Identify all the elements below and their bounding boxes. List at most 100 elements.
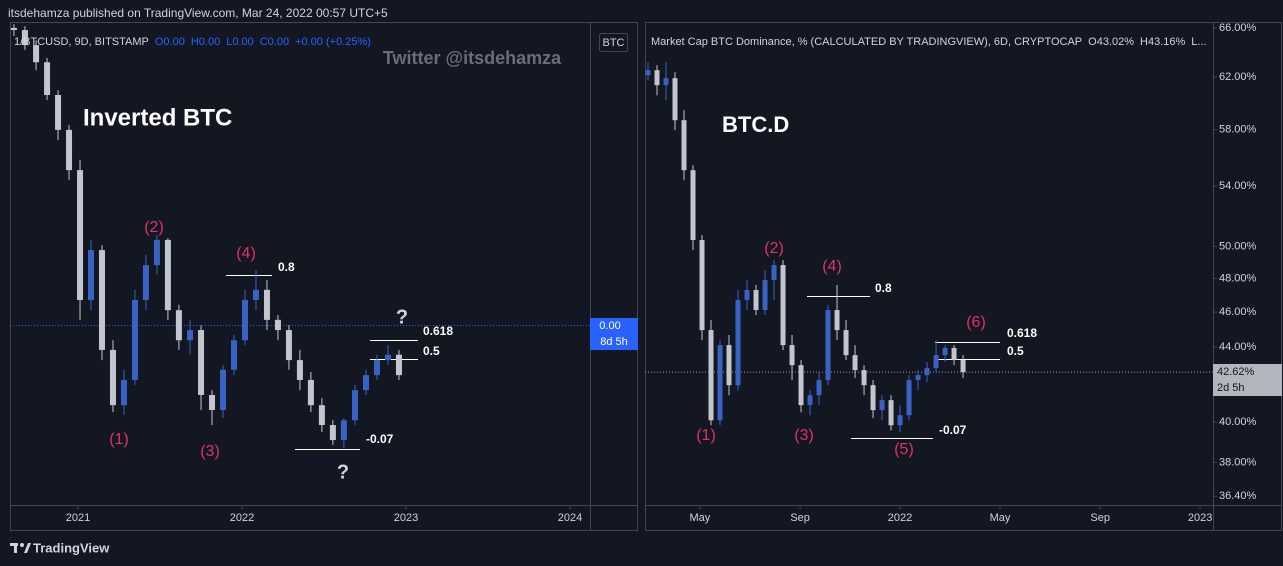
candle-body [726, 345, 732, 386]
candles [645, 62, 966, 433]
candle-body [897, 415, 903, 426]
last-price-tag [590, 318, 638, 350]
candle-body [109, 349, 116, 406]
y-tick-label: 38.00% [1219, 456, 1257, 468]
candle-body [241, 299, 248, 341]
badge: BTC [603, 37, 625, 49]
candle-body [373, 360, 380, 376]
candle-body [263, 289, 270, 320]
chart-title: BTC.D [722, 112, 789, 137]
candle-body [699, 240, 705, 331]
chart-title: Inverted BTC [83, 104, 232, 131]
candle-body [21, 30, 28, 46]
x-tick-label: 2024 [558, 512, 582, 524]
wave-label: (3) [794, 427, 814, 444]
candle-body [798, 365, 804, 406]
candle-body [307, 379, 314, 406]
candle-body [924, 368, 930, 376]
candle-body [789, 345, 795, 366]
y-tick-label: 36.40% [1219, 490, 1257, 502]
wave-label: (3) [200, 443, 220, 460]
publish-header: itsdehamza published on TradingView.com,… [8, 6, 388, 20]
candle-body [175, 310, 182, 341]
candle-body [933, 355, 939, 369]
wave-label: (2) [764, 240, 784, 257]
candle-body [44, 62, 51, 95]
candle-body [690, 170, 696, 241]
wave-label: (6) [966, 314, 986, 331]
candle-body [329, 425, 336, 441]
wave-label: (4) [236, 245, 256, 262]
fib-label: 0.8 [278, 260, 295, 274]
x-tick-label: 2023 [394, 512, 418, 524]
candle-body [663, 78, 669, 86]
legend-quote: L... [1191, 36, 1206, 48]
last-price: 42.62% [1217, 366, 1255, 378]
candle-body [915, 375, 921, 381]
x-tick-label: May [690, 512, 711, 524]
y-tick-label: 54.00% [1219, 180, 1257, 192]
candle-body [780, 265, 786, 346]
candle-body [825, 310, 831, 381]
candle-body [645, 70, 651, 76]
x-tick-label: May [990, 512, 1011, 524]
legend-quote: L0.00 [226, 36, 254, 48]
fib-label: 0.5 [1007, 344, 1024, 358]
candle-body [363, 375, 370, 391]
candle-body [395, 354, 402, 376]
legend: Market Cap BTC Dominance, % (CALCULATED … [651, 36, 1207, 48]
last-price-tag [1213, 364, 1282, 396]
countdown: 2d 5h [1217, 382, 1245, 394]
candle-body [220, 369, 227, 411]
candle-body [744, 289, 750, 301]
y-tick-label: 46.00% [1219, 306, 1257, 318]
candle-body [708, 330, 714, 421]
y-tick-label: 44.00% [1219, 341, 1257, 353]
fib-label: 0.8 [875, 281, 892, 295]
candle-body [879, 400, 885, 411]
candle-body [843, 330, 849, 356]
candle-body [654, 70, 660, 86]
y-tick-label: 62.00% [1219, 71, 1257, 83]
wave-label: (2) [144, 219, 164, 236]
x-tick-label: 2021 [66, 512, 90, 524]
candle-body [807, 395, 813, 406]
wave-label: (1) [109, 431, 129, 448]
question-mark: ? [396, 306, 408, 328]
candles [10, 24, 402, 449]
legend-quote: O0.00 [155, 36, 185, 48]
y-tick-label: 50.00% [1219, 240, 1257, 252]
candle-body [352, 390, 359, 421]
candle-body [209, 394, 216, 411]
candle-body [753, 289, 759, 311]
legend-quote: H0.00 [191, 36, 220, 48]
candle-body [735, 300, 741, 386]
candle-body [198, 330, 205, 395]
candle-body [834, 310, 840, 331]
candle-body [88, 250, 95, 300]
candle-body [153, 239, 160, 266]
candle-body [888, 400, 894, 426]
y-tick-label: 66.00% [1219, 22, 1257, 34]
legend-quote: H43.16% [1140, 36, 1185, 48]
fib-label: -0.07 [366, 432, 394, 446]
tradingview-logo [10, 543, 31, 553]
wave-label: (1) [696, 427, 716, 444]
fib-label: -0.07 [939, 423, 967, 437]
y-tick-label: 40.00% [1219, 416, 1257, 428]
candle-body [187, 330, 194, 341]
candle-body [230, 340, 237, 370]
left-pane [10, 22, 638, 531]
footer-brand: TradingView [33, 540, 110, 555]
candle-body [771, 265, 777, 281]
candle-body [318, 405, 325, 426]
candle-body [681, 120, 687, 171]
candle-body [340, 420, 347, 441]
candle-body [10, 27, 17, 31]
candle-body [274, 319, 281, 331]
candle-body [164, 239, 171, 311]
candle-body [77, 170, 84, 300]
countdown: 8d 5h [600, 336, 628, 348]
